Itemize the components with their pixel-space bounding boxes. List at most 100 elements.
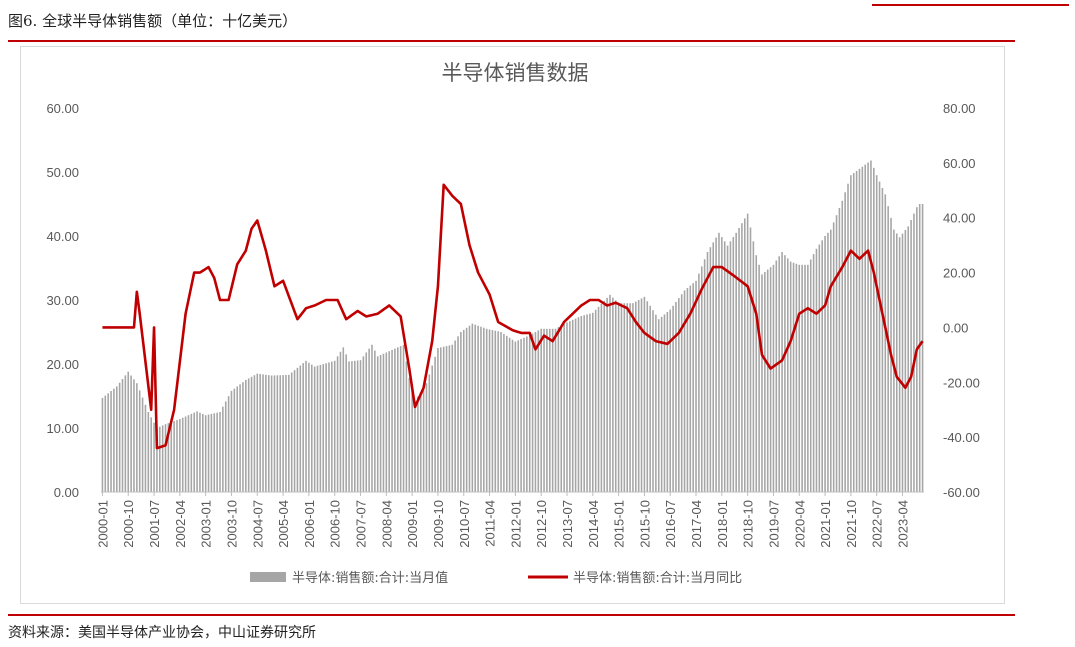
bar bbox=[795, 263, 798, 492]
x-tick-label: 2003-01 bbox=[199, 500, 214, 548]
bar bbox=[881, 188, 884, 492]
bar bbox=[156, 428, 158, 492]
bar bbox=[623, 303, 626, 492]
bar bbox=[310, 364, 313, 492]
bar bbox=[526, 336, 528, 492]
bar bbox=[798, 264, 801, 492]
x-tick-label: 2011-04 bbox=[483, 500, 498, 547]
bar bbox=[672, 305, 674, 492]
bar bbox=[620, 303, 623, 492]
bar bbox=[480, 326, 482, 492]
bar bbox=[488, 329, 491, 492]
bar bbox=[351, 361, 353, 492]
y-left-tick-label: 50.00 bbox=[46, 165, 79, 180]
bar bbox=[861, 166, 864, 492]
bar bbox=[362, 356, 365, 492]
bar bbox=[841, 200, 844, 493]
bar bbox=[136, 383, 138, 492]
bar bbox=[560, 325, 563, 492]
x-tick-label: 2008-04 bbox=[379, 500, 394, 548]
bar bbox=[282, 375, 284, 492]
x-tick-label: 2023-04 bbox=[896, 500, 911, 548]
bar bbox=[589, 313, 591, 492]
x-tick-label: 2009-10 bbox=[431, 500, 446, 548]
y-right-tick-label: 0.00 bbox=[943, 320, 968, 335]
bar bbox=[425, 383, 428, 492]
bar bbox=[683, 290, 686, 492]
bar bbox=[680, 294, 683, 492]
bar bbox=[830, 229, 832, 492]
bar bbox=[895, 233, 898, 492]
x-tick-label: 2012-10 bbox=[534, 500, 549, 548]
bar bbox=[815, 248, 818, 492]
bar bbox=[353, 360, 356, 492]
bar bbox=[632, 303, 634, 492]
x-tick-label: 2014-04 bbox=[586, 500, 601, 548]
x-tick-label: 2000-10 bbox=[121, 500, 136, 548]
bar bbox=[179, 419, 181, 492]
y-left-tick-label: 40.00 bbox=[46, 229, 79, 244]
bar bbox=[374, 350, 376, 492]
bar bbox=[692, 283, 694, 492]
bar bbox=[752, 241, 755, 492]
bar bbox=[844, 192, 846, 492]
x-tick-label: 2016-07 bbox=[663, 500, 678, 548]
bar bbox=[758, 264, 760, 492]
bar bbox=[548, 328, 551, 492]
bar bbox=[199, 412, 201, 492]
x-tick-label: 2017-04 bbox=[689, 500, 704, 548]
bar bbox=[517, 340, 520, 492]
bar bbox=[594, 309, 597, 492]
x-tick-label: 2000-01 bbox=[95, 500, 110, 548]
x-tick-label: 2001-07 bbox=[147, 500, 162, 548]
bar bbox=[113, 388, 115, 492]
bar bbox=[907, 226, 910, 492]
bar bbox=[772, 264, 775, 492]
bar bbox=[471, 323, 474, 492]
bar bbox=[296, 367, 299, 492]
bar bbox=[288, 374, 290, 492]
bar bbox=[245, 380, 247, 492]
y-left-tick-label: 0.00 bbox=[54, 485, 79, 500]
bar bbox=[222, 406, 224, 492]
bar bbox=[675, 301, 677, 492]
bar bbox=[437, 348, 439, 492]
corner-rule bbox=[872, 4, 1069, 6]
bar bbox=[514, 341, 517, 492]
bar bbox=[878, 181, 881, 492]
bar bbox=[316, 365, 319, 492]
chart-title: 半导体销售数据 bbox=[442, 61, 589, 85]
bar bbox=[491, 330, 494, 492]
bar bbox=[368, 348, 370, 492]
bar bbox=[434, 356, 436, 492]
bar bbox=[173, 421, 175, 492]
y-left-tick-label: 60.00 bbox=[46, 101, 79, 116]
bar bbox=[121, 379, 124, 492]
bar bbox=[523, 337, 525, 492]
x-tick-label: 2004-07 bbox=[250, 500, 265, 548]
x-tick-label: 2021-10 bbox=[844, 500, 859, 548]
x-tick-label: 2020-04 bbox=[792, 500, 807, 548]
bar bbox=[181, 417, 184, 492]
bar bbox=[600, 303, 603, 492]
y-axis-right: -60.00 -40.00 -20.00 0.00 20.00 40.00 60.00 80.… bbox=[943, 101, 980, 500]
bar bbox=[460, 332, 462, 492]
bar bbox=[207, 414, 210, 492]
bar bbox=[543, 328, 545, 492]
x-tick-label: 2013-07 bbox=[560, 500, 575, 548]
bar bbox=[110, 391, 112, 492]
bar bbox=[821, 240, 823, 492]
line-series bbox=[102, 183, 924, 450]
bar bbox=[147, 412, 150, 492]
chart-frame bbox=[20, 46, 1005, 604]
bar bbox=[764, 272, 766, 492]
bar bbox=[379, 355, 382, 492]
bar bbox=[678, 298, 680, 492]
bar bbox=[376, 356, 379, 492]
bar bbox=[809, 259, 812, 492]
bar bbox=[689, 285, 692, 492]
x-tick-label: 2012-01 bbox=[508, 500, 523, 548]
bar bbox=[216, 412, 218, 492]
bar bbox=[411, 389, 413, 492]
legend-line-label: 半导体:销售额:合计:当月同比 bbox=[573, 570, 742, 586]
